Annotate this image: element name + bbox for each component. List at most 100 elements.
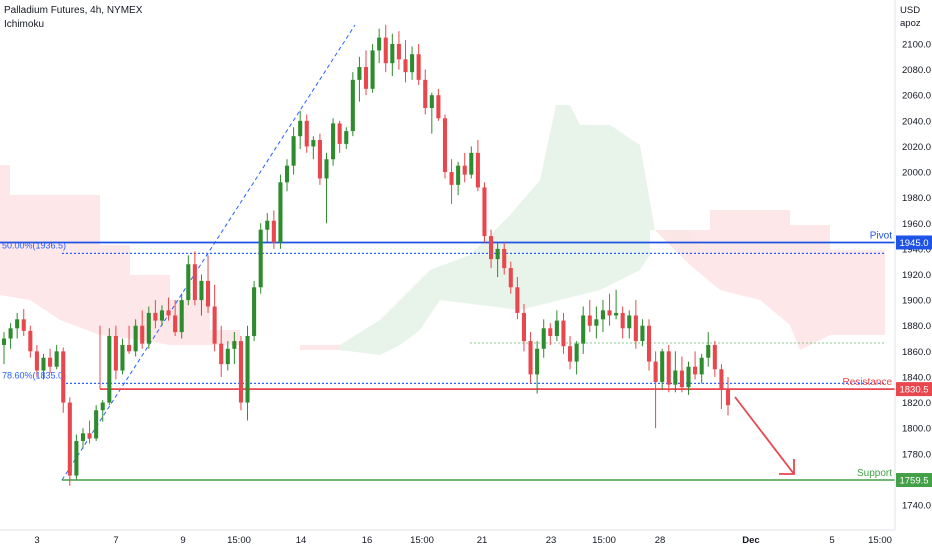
level-label-support: Support — [857, 468, 892, 479]
price-unit: USD apoz — [900, 4, 921, 30]
candle-body — [541, 328, 546, 349]
chart-title[interactable]: Palladium Futures, 4h, NYMEX — [4, 5, 143, 16]
candle-body — [153, 312, 158, 321]
fib-level-label: 78.60%(1835.0) — [2, 370, 66, 380]
candle — [370, 44, 375, 93]
time-axis[interactable]: 3 7 9 15:00 14 16 15:00 21 23 15:00 28 Dec 5 15:00 — [0, 529, 895, 546]
candle-body — [489, 236, 494, 260]
candle-body — [363, 67, 369, 89]
candle-body — [331, 123, 336, 160]
candle — [34, 344, 39, 377]
candle-body — [410, 54, 415, 73]
y-tick-label: 1820.0 — [902, 398, 931, 409]
candle-body — [633, 315, 638, 342]
candle-body — [159, 310, 165, 321]
indicator-label[interactable]: Ichimoku — [4, 19, 45, 30]
candle — [67, 397, 72, 486]
candle-body — [403, 59, 408, 73]
candle — [252, 280, 257, 342]
candle — [449, 159, 454, 205]
candle-body — [232, 341, 237, 349]
candle — [679, 356, 684, 393]
candle — [423, 69, 428, 115]
candle-body — [219, 343, 224, 365]
candle-body — [350, 79, 355, 132]
candle — [495, 242, 500, 278]
x-tick-label: 14 — [296, 535, 307, 546]
candle — [179, 293, 184, 339]
candle-body — [304, 120, 309, 147]
candle — [383, 24, 388, 73]
x-tick-label: 5 — [829, 535, 834, 546]
candle-body — [311, 140, 316, 147]
candle — [140, 310, 145, 349]
price-badge-bg — [896, 235, 932, 250]
candle — [442, 114, 448, 179]
candle — [469, 146, 474, 179]
candle-body — [48, 357, 53, 367]
candle — [693, 351, 698, 380]
candle — [186, 255, 191, 306]
y-tick-label: 1780.0 — [902, 449, 931, 460]
candle-body — [666, 351, 671, 385]
candle-body — [67, 402, 72, 476]
candle-body — [173, 315, 178, 333]
candle — [265, 213, 270, 243]
candlestick-series — [1, 24, 731, 486]
candle — [159, 305, 165, 326]
x-tick-label: 23 — [546, 535, 557, 546]
candle — [377, 28, 382, 64]
candle-body — [61, 351, 66, 403]
candle — [21, 309, 26, 336]
candle — [515, 277, 520, 320]
level-label-pivot: Pivot — [870, 230, 892, 241]
candle-body — [278, 182, 283, 243]
candle — [535, 341, 540, 394]
candle-body — [317, 140, 322, 179]
candle-body — [41, 357, 46, 371]
fib-trend-line: 50.00%(1936.5) 78.60%(1835.0) — [2, 24, 885, 481]
candle-body — [712, 344, 717, 370]
candle — [719, 364, 724, 409]
candle — [614, 289, 619, 320]
candle-body — [100, 402, 105, 411]
price-axis[interactable]: 1740.01760.01780.01800.01820.01840.01860… — [894, 0, 931, 530]
candle-body — [614, 312, 619, 316]
candle — [173, 300, 178, 336]
cloud-bearish-right — [650, 210, 885, 350]
candle — [725, 376, 731, 416]
candle-body — [653, 361, 658, 383]
candle — [712, 341, 717, 377]
candle — [699, 353, 704, 384]
candle — [225, 341, 230, 371]
candle-body — [693, 366, 698, 375]
candle-body — [679, 370, 684, 388]
candle-body — [291, 136, 296, 166]
candle-body — [462, 165, 467, 175]
candle-body — [344, 131, 349, 144]
candle-body — [475, 152, 480, 188]
candle — [133, 319, 138, 357]
candle-body — [186, 264, 191, 301]
candle — [304, 114, 309, 153]
price-badge-pivot: 1945.0 — [896, 235, 932, 250]
candle-body — [166, 310, 171, 316]
candle — [475, 140, 480, 192]
candle-body — [212, 306, 217, 344]
cloud-bullish — [340, 105, 700, 355]
projection-arrow — [734, 396, 795, 475]
candle-body — [15, 319, 20, 329]
candle — [258, 223, 263, 294]
candle-body — [390, 44, 395, 64]
chart-legend: Palladium Futures, 4h, NYMEX Ichimoku — [4, 4, 142, 32]
candle-body — [521, 312, 527, 342]
x-tick-label: Dec — [742, 535, 759, 546]
candle-body — [646, 325, 652, 362]
candle-body — [357, 67, 362, 80]
candle — [357, 56, 362, 102]
candle — [199, 274, 204, 316]
arrow-shaft — [734, 396, 795, 475]
candle-body — [74, 440, 79, 476]
candle-body — [423, 79, 428, 109]
